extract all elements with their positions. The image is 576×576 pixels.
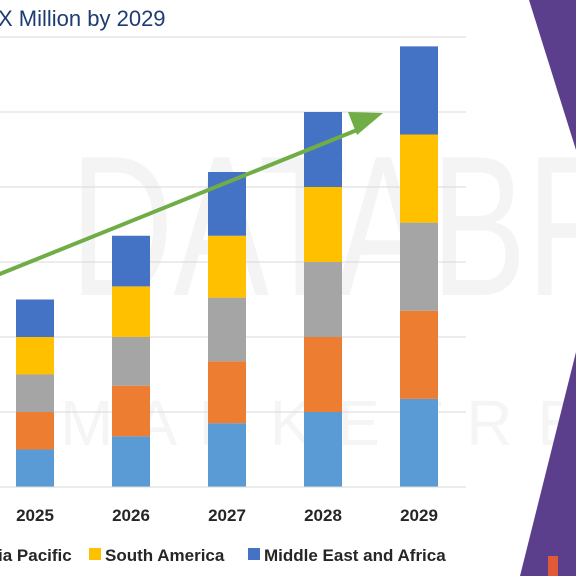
bar-segment-2027-2 xyxy=(208,297,246,362)
bar-segment-2029-4 xyxy=(400,46,438,135)
bar-segment-2029-2 xyxy=(400,222,438,311)
bar-segment-2026-2 xyxy=(112,337,150,386)
legend-entry: Middle East and Africa xyxy=(248,546,446,565)
bar-segment-2028-2 xyxy=(304,262,342,337)
chart-title: X Million by 2029 xyxy=(0,6,166,31)
bar-segment-2025-4 xyxy=(16,299,54,337)
corner-triangle-bottom xyxy=(520,352,576,576)
bar-segment-2025-0 xyxy=(16,449,54,487)
legend-label: ia Pacific xyxy=(0,546,72,565)
bar-segment-2026-1 xyxy=(112,385,150,437)
x-tick-label: 2027 xyxy=(208,506,246,525)
legend-entry: South America xyxy=(89,546,225,565)
bar-segment-2029-0 xyxy=(400,398,438,487)
bar-segment-2025-3 xyxy=(16,337,54,375)
trend-arrow-shaft xyxy=(0,126,363,277)
legend: ia Pacific South America Middle East and A… xyxy=(0,546,446,565)
bar-segment-2026-4 xyxy=(112,235,150,287)
corner-decoration xyxy=(520,0,576,576)
bars xyxy=(16,46,438,487)
x-tick-label: 2026 xyxy=(112,506,150,525)
bar-segment-2029-3 xyxy=(400,134,438,223)
corner-accent-bar xyxy=(548,556,558,576)
legend-swatch xyxy=(89,548,101,560)
legend-label: South America xyxy=(105,546,225,565)
bar-segment-2027-0 xyxy=(208,423,246,487)
bar-segment-2029-1 xyxy=(400,310,438,399)
legend-entry: ia Pacific xyxy=(0,546,72,565)
x-tick-label: 2029 xyxy=(400,506,438,525)
bar-segment-2026-0 xyxy=(112,436,150,487)
bar-segment-2025-2 xyxy=(16,374,54,412)
bar-segment-2028-3 xyxy=(304,187,342,262)
bar-segment-2026-3 xyxy=(112,286,150,337)
x-tick-label: 2025 xyxy=(16,506,54,525)
x-tick-labels: 2025 2026 2027 2028 2029 xyxy=(16,506,438,525)
corner-triangle-top xyxy=(529,0,576,150)
bar-segment-2027-1 xyxy=(208,361,246,424)
bar-segment-2025-1 xyxy=(16,412,54,450)
trend-arrow-head xyxy=(348,112,383,135)
x-tick-label: 2028 xyxy=(304,506,342,525)
legend-label: Middle East and Africa xyxy=(264,546,446,565)
trend-arrow xyxy=(0,112,383,277)
bar-segment-2028-1 xyxy=(304,337,342,412)
bar-segment-2028-0 xyxy=(304,412,342,487)
legend-swatch xyxy=(248,548,260,560)
bar-segment-2027-3 xyxy=(208,235,246,298)
